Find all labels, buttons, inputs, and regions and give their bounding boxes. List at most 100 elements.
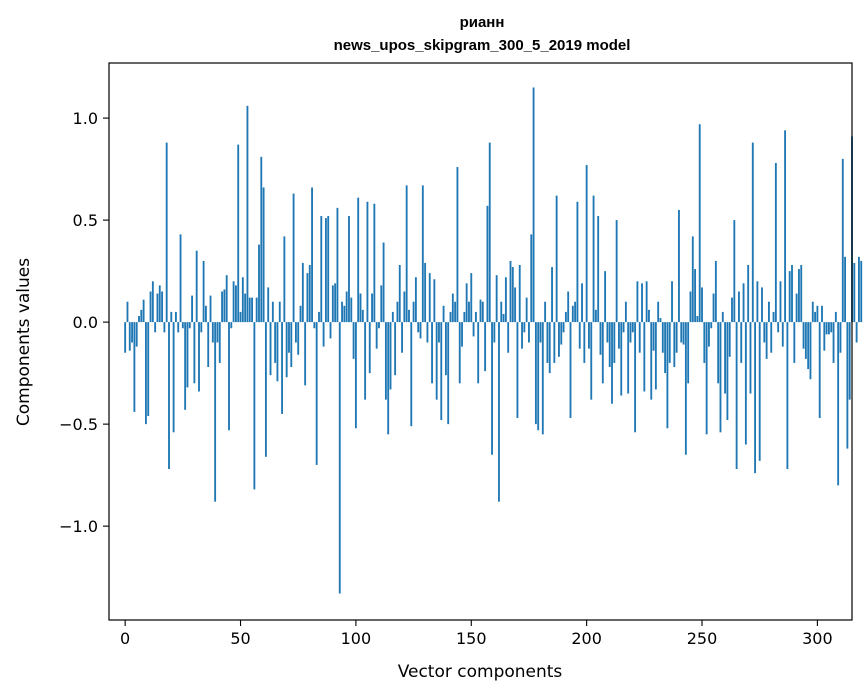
bar-254: [710, 322, 713, 329]
bar-12: [151, 281, 154, 323]
y-tick-label: −1.0: [59, 517, 98, 536]
y-axis-label: Components values: [14, 258, 34, 426]
bar-76: [299, 305, 302, 323]
bar-292: [798, 269, 800, 323]
bar-54: [248, 297, 251, 323]
bar-188: [558, 322, 560, 357]
bar-274: [756, 281, 759, 323]
bar-194: [571, 305, 574, 323]
bar-27: [186, 322, 189, 388]
bar-146: [461, 322, 463, 347]
bar-137: [440, 322, 443, 421]
bar-210: [608, 322, 611, 368]
bar-283: [777, 322, 780, 333]
bar-22: [174, 311, 177, 323]
bar-279: [768, 301, 770, 323]
bar-261: [726, 322, 729, 421]
x-tick-label: 250: [687, 629, 718, 648]
bar-313: [846, 322, 849, 449]
plot-frame: [108, 62, 853, 621]
bar-48: [234, 285, 237, 323]
bar-265: [735, 322, 738, 470]
bar-43: [223, 289, 226, 323]
bar-201: [588, 322, 590, 349]
bar-118: [396, 301, 399, 323]
bar-13: [154, 322, 157, 333]
bar-133: [431, 322, 433, 384]
bar-262: [728, 322, 731, 357]
bar-29: [191, 295, 193, 323]
bar-151: [472, 322, 475, 337]
bar-125: [412, 301, 415, 323]
bar-55: [251, 297, 253, 323]
bar-35: [204, 305, 207, 323]
bar-273: [754, 322, 757, 474]
bar-233: [661, 322, 664, 353]
bar-311: [841, 158, 844, 323]
bar-251: [703, 322, 706, 363]
bar-240: [678, 209, 680, 323]
bar-284: [779, 281, 782, 323]
bar-289: [791, 264, 793, 323]
bar-156: [484, 322, 487, 372]
bar-87: [324, 218, 327, 323]
bar-123: [408, 309, 410, 323]
bar-145: [458, 322, 461, 384]
bar-314: [848, 322, 851, 400]
bar-175: [528, 322, 530, 343]
bar-288: [788, 271, 791, 323]
bar-263: [731, 297, 733, 323]
bar-312: [844, 256, 846, 323]
bar-260: [724, 322, 727, 394]
x-tick-label: 300: [802, 629, 833, 648]
bar-101: [357, 197, 360, 323]
x-axis-label: Vector components: [398, 662, 563, 682]
bar-169: [514, 287, 517, 323]
bar-245: [689, 291, 692, 323]
bar-67: [278, 301, 281, 323]
bar-212: [613, 322, 616, 363]
bar-85: [320, 216, 323, 323]
bar-180: [539, 322, 542, 343]
bar-277: [763, 322, 766, 343]
y-axis-ticks: −1.0 −0.5 0.0 0.5 1.0: [59, 109, 109, 536]
bar-181: [541, 322, 544, 435]
bar-69: [283, 236, 286, 323]
bar-136: [438, 322, 440, 343]
bar-2: [128, 322, 131, 351]
bar-23: [177, 322, 180, 333]
bar-83: [315, 322, 318, 465]
bar-127: [417, 322, 420, 333]
bar-216: [622, 322, 625, 333]
bar-78: [304, 322, 307, 386]
bar-310: [839, 322, 842, 353]
y-tick-label: 0.5: [73, 211, 98, 230]
bar-189: [560, 322, 563, 345]
bar-70: [285, 322, 288, 378]
bar-152: [474, 311, 477, 323]
bar-115: [389, 322, 392, 390]
bar-93: [338, 322, 341, 594]
bar-252: [705, 322, 708, 435]
bar-207: [601, 322, 604, 384]
bar-218: [627, 322, 630, 394]
bar-179: [537, 322, 540, 431]
bar-221: [634, 322, 637, 433]
bar-100: [354, 322, 357, 429]
bar-157: [486, 205, 489, 323]
bar-161: [495, 275, 498, 323]
bar-110: [378, 322, 380, 329]
bar-174: [525, 297, 528, 323]
bar-113: [384, 322, 387, 400]
bar-131: [426, 322, 429, 343]
bar-255: [712, 293, 715, 323]
bar-293: [800, 264, 803, 323]
bar-42: [221, 291, 223, 323]
bar-271: [749, 322, 752, 394]
bar-239: [675, 322, 678, 353]
bar-191: [564, 311, 567, 323]
bar-231: [657, 301, 660, 323]
bar-282: [774, 162, 777, 323]
bar-75: [297, 322, 300, 355]
